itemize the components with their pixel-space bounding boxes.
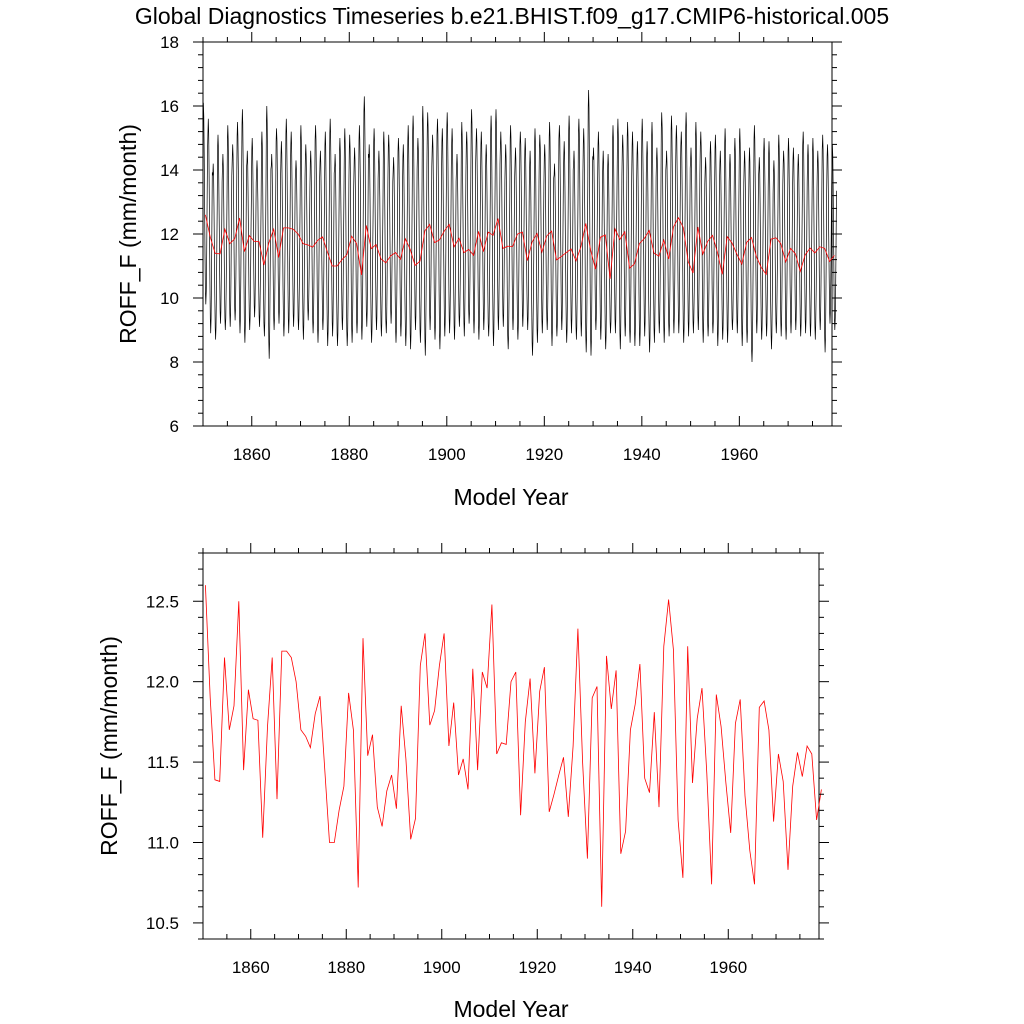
y-tick-label: 8 (170, 353, 179, 372)
annual-mean-series-line (205, 214, 835, 279)
y-tick-label: 12 (160, 225, 179, 244)
y-tick-label: 10 (160, 289, 179, 308)
annual-mean-series-line (205, 585, 822, 907)
x-tick-label: 1900 (428, 445, 466, 464)
x-tick-label: 1960 (709, 958, 747, 977)
chart-title: Global Diagnostics Timeseries b.e21.BHIS… (135, 3, 889, 29)
y-tick-label: 18 (160, 33, 179, 52)
top-axis-ticks: 1860 1880 1900 1920 1940 1960 6 8 10 12 14 16 18 (160, 32, 842, 464)
x-tick-label: 1940 (623, 445, 661, 464)
bottom-plot-frame (202, 552, 820, 940)
y-tick-label: 11.0 (147, 834, 179, 853)
bottom-panel: 1860 1880 1900 1920 1940 1960 10.5 11.0 11.5 12.0… (96, 543, 829, 1022)
x-tick-label: 1880 (330, 445, 368, 464)
x-tick-label: 1940 (614, 958, 652, 977)
x-tick-label: 1860 (232, 958, 270, 977)
bottom-axis-ticks: 1860 1880 1900 1920 1940 1960 10.5 11.0 11.5 12.0… (146, 543, 829, 977)
bottom-series-group (205, 585, 822, 907)
y-tick-label: 12.5 (146, 592, 179, 611)
top-series-group (202, 89, 837, 363)
y-tick-label: 6 (170, 417, 179, 436)
y-tick-label: 14 (160, 161, 179, 180)
x-tick-label: 1880 (327, 958, 365, 977)
y-tick-label: 11.5 (147, 753, 179, 772)
bottom-x-axis-label: Model Year (453, 996, 568, 1022)
x-tick-label: 1960 (720, 445, 758, 464)
y-tick-label: 10.5 (146, 914, 179, 933)
x-tick-label: 1860 (233, 445, 271, 464)
x-tick-label: 1920 (525, 445, 563, 464)
top-x-axis-label: Model Year (453, 484, 568, 510)
top-panel: 1860 1880 1900 1920 1940 1960 6 8 10 12 14 16 18 Mod… (115, 32, 842, 510)
x-tick-label: 1920 (518, 958, 556, 977)
top-y-axis-label: ROFF_F (mm/month) (115, 124, 141, 344)
y-tick-label: 12.0 (146, 673, 179, 692)
bottom-y-axis-label: ROFF_F (mm/month) (96, 636, 122, 856)
monthly-series-line (202, 89, 837, 363)
y-tick-label: 16 (160, 97, 179, 116)
x-tick-label: 1900 (423, 958, 461, 977)
